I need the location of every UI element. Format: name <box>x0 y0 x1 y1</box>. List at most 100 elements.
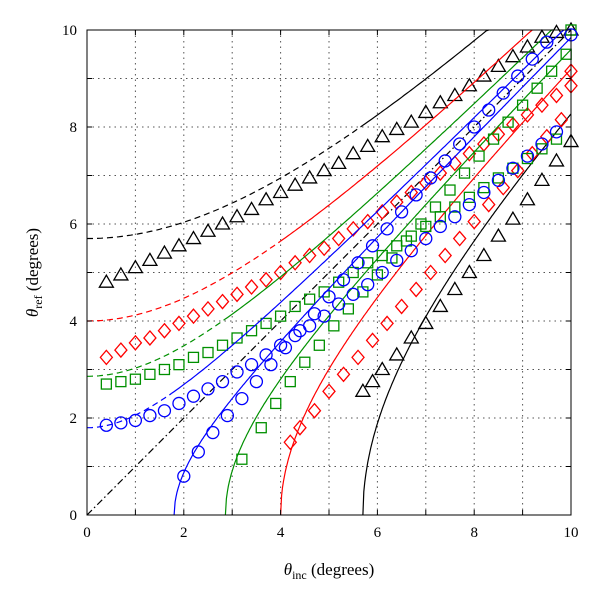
data-point-circle <box>409 188 423 202</box>
data-point-triangle <box>475 247 493 262</box>
data-point-square <box>478 181 490 194</box>
data-point-square <box>400 235 413 247</box>
data-point-triangle <box>272 184 289 199</box>
data-point-square <box>129 373 142 385</box>
data-point-square <box>357 286 369 298</box>
data-point-circle <box>264 357 278 372</box>
curve-lower <box>224 49 572 516</box>
data-point-diamond <box>283 434 298 451</box>
data-point-square <box>270 397 282 410</box>
data-point-circle <box>506 161 520 175</box>
curve-lower <box>280 68 572 516</box>
data-point-triangle <box>374 361 391 376</box>
data-point-circle <box>249 374 264 389</box>
data-point-square <box>507 162 519 174</box>
y-tick-label: 6 <box>70 217 78 233</box>
x-axis-label: θinc (degrees) <box>284 560 375 582</box>
data-point-circle <box>191 445 205 459</box>
data-point-diamond <box>128 334 143 351</box>
data-point-triangle <box>475 67 493 82</box>
data-point-diamond <box>423 264 438 281</box>
data-point-circle <box>293 324 307 338</box>
data-point-circle <box>346 287 360 301</box>
x-axis-unit: (degrees) <box>307 560 375 579</box>
data-point-diamond <box>259 271 273 288</box>
data-point-circle <box>143 408 157 423</box>
curve-lower <box>173 37 572 516</box>
data-point-diamond <box>404 184 419 201</box>
data-point-triangle <box>156 244 173 259</box>
curve-lower <box>362 113 572 516</box>
data-point-triangle <box>257 191 275 206</box>
y-axis-label-group: θref (degrees) <box>23 228 45 317</box>
x-tick-label: 10 <box>564 525 579 541</box>
data-point-diamond <box>433 165 448 182</box>
data-point-triangle <box>170 237 188 252</box>
data-point-triangle <box>490 227 507 242</box>
data-point-diamond <box>554 111 569 128</box>
data-point-circle <box>448 210 462 224</box>
y-tick-label: 4 <box>70 314 78 330</box>
curve-upper-dashed <box>87 240 281 322</box>
data-point-square <box>347 266 359 279</box>
y-tick-label: 8 <box>70 120 78 136</box>
data-point-triangle <box>446 87 463 102</box>
data-point-circle <box>114 416 128 430</box>
x-tick-label: 2 <box>180 525 188 541</box>
x-tick-label: 8 <box>470 525 478 541</box>
data-point-diamond <box>418 174 433 191</box>
data-point-square <box>531 82 543 94</box>
data-point-square <box>202 346 214 359</box>
data-point-circle <box>317 309 331 323</box>
data-point-circle <box>206 425 220 440</box>
data-point-triangle <box>98 273 115 288</box>
data-point-circle <box>511 69 525 83</box>
data-point-triangle <box>519 38 536 53</box>
data-point-circle <box>157 404 172 418</box>
data-point-circle <box>375 265 389 280</box>
data-point-diamond <box>360 213 375 230</box>
data-point-diamond <box>510 162 525 179</box>
data-point-circle <box>423 171 438 185</box>
data-point-square <box>458 167 471 179</box>
data-point-circle <box>467 120 481 134</box>
data-point-circle <box>351 256 365 270</box>
data-point-square <box>284 375 296 388</box>
data-point-square <box>487 133 500 145</box>
data-point-square <box>342 303 355 315</box>
x-tick-label: 4 <box>277 525 285 541</box>
data-point-triangle <box>199 222 217 237</box>
data-point-diamond <box>302 247 317 264</box>
data-point-circle <box>201 382 215 396</box>
data-point-circle <box>99 418 114 432</box>
data-point-square <box>473 150 485 162</box>
reference-line <box>86 29 572 516</box>
data-point-diamond <box>394 298 409 315</box>
data-point-diamond <box>288 254 302 271</box>
data-point-square <box>231 332 243 344</box>
data-point-diamond <box>331 230 346 247</box>
data-point-square <box>313 339 325 351</box>
data-point-circle <box>525 52 539 66</box>
data-point-diamond <box>172 315 186 332</box>
data-point-diamond <box>506 116 520 133</box>
data-point-diamond <box>346 220 361 237</box>
data-point-triangle <box>243 201 260 216</box>
data-point-triangle <box>461 77 478 92</box>
data-point-diamond <box>201 300 215 317</box>
data-point-triangle <box>359 138 376 153</box>
data-point-triangle <box>374 128 391 143</box>
data-point-circle <box>404 244 418 258</box>
data-point-diamond <box>351 349 365 366</box>
data-point-triangle <box>316 162 333 177</box>
data-point-square <box>362 257 374 269</box>
data-point-circle <box>380 222 394 236</box>
data-point-triangle <box>446 281 463 296</box>
data-point-diamond <box>496 179 511 196</box>
data-point-triangle <box>388 121 405 136</box>
curve-upper-solid <box>362 29 489 126</box>
data-point-square <box>429 201 442 213</box>
data-point-circle <box>453 137 467 151</box>
data-point-diamond <box>244 279 259 296</box>
